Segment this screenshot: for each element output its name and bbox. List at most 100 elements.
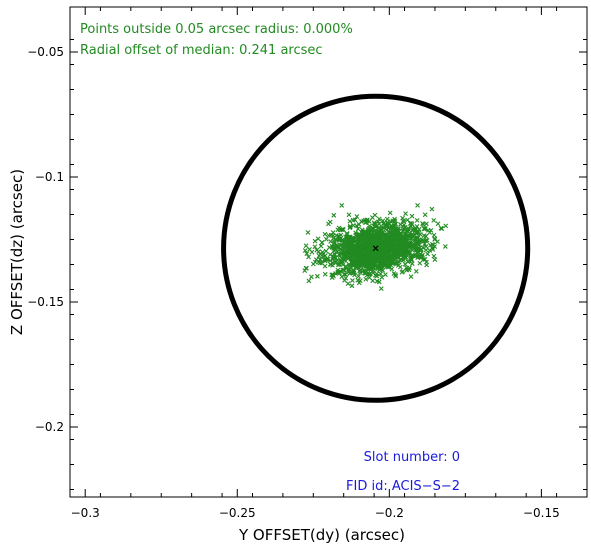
data-point — [367, 275, 372, 281]
data-point — [370, 215, 375, 220]
data-point — [305, 230, 311, 235]
data-point — [409, 213, 415, 219]
data-point — [314, 247, 320, 253]
data-point — [374, 278, 380, 284]
data-point — [394, 246, 400, 252]
data-point — [379, 274, 385, 280]
data-point — [341, 267, 347, 273]
data-point — [361, 268, 367, 273]
y-tick-label: −0.15 — [27, 295, 64, 309]
data-point — [393, 273, 399, 279]
data-point — [384, 232, 390, 238]
data-point — [400, 251, 406, 257]
data-point — [350, 217, 356, 223]
data-point — [343, 250, 348, 256]
data-point — [367, 223, 372, 229]
data-point — [415, 202, 420, 208]
data-point — [435, 221, 441, 227]
data-point — [379, 246, 385, 252]
data-point — [306, 254, 311, 260]
data-point — [361, 218, 366, 224]
data-point — [422, 212, 428, 218]
data-point — [423, 233, 429, 239]
data-point — [422, 225, 427, 231]
y-tick-label: −0.2 — [35, 420, 64, 434]
data-point — [389, 266, 395, 272]
data-point — [442, 244, 448, 249]
data-point — [342, 254, 348, 260]
data-point — [418, 247, 424, 252]
data-point — [335, 270, 341, 275]
data-point — [364, 261, 369, 267]
data-point — [425, 251, 430, 257]
data-point — [363, 276, 369, 282]
data-point — [338, 246, 343, 252]
data-point — [405, 248, 411, 254]
data-point — [309, 274, 314, 280]
data-point — [424, 262, 430, 268]
data-point — [418, 254, 424, 260]
data-point — [326, 233, 332, 238]
data-point — [359, 236, 365, 242]
data-point — [356, 273, 361, 279]
data-point — [387, 210, 393, 216]
data-point — [303, 265, 309, 271]
data-point — [393, 226, 399, 232]
data-point — [429, 206, 435, 212]
data-point — [392, 256, 398, 262]
data-point — [368, 227, 374, 233]
data-point — [350, 278, 355, 283]
data-point — [312, 244, 318, 250]
data-point — [315, 273, 320, 279]
data-point — [400, 255, 406, 261]
data-point — [346, 269, 352, 275]
data-point — [431, 242, 436, 248]
data-point — [349, 283, 355, 289]
data-point — [359, 248, 365, 254]
data-point — [337, 237, 343, 242]
data-point — [383, 246, 389, 252]
data-point — [341, 238, 346, 243]
data-point — [346, 254, 352, 260]
reference-circle — [221, 93, 531, 403]
x-tick-label: −0.2 — [375, 506, 404, 520]
data-point — [375, 239, 380, 245]
data-point — [382, 263, 388, 269]
data-point — [302, 248, 308, 253]
data-point — [405, 233, 410, 239]
x-tick-label: −0.25 — [219, 506, 256, 520]
data-point — [330, 272, 336, 278]
data-point — [375, 244, 381, 250]
data-point — [407, 241, 413, 247]
data-point — [405, 259, 411, 264]
data-point — [315, 236, 321, 242]
data-point — [323, 248, 329, 254]
data-point — [408, 223, 414, 229]
data-point — [316, 259, 321, 265]
data-point — [319, 260, 325, 266]
data-point — [332, 244, 338, 250]
data-point — [303, 243, 309, 249]
data-point — [364, 218, 370, 224]
data-point — [416, 242, 422, 248]
data-point — [392, 231, 398, 237]
data-point — [398, 240, 404, 246]
data-point — [316, 253, 322, 259]
data-point — [366, 266, 372, 272]
data-point — [340, 267, 345, 273]
data-point — [355, 226, 361, 232]
data-point — [351, 263, 357, 269]
data-point — [401, 227, 407, 233]
data-point — [383, 272, 388, 278]
data-point — [427, 230, 433, 235]
data-point — [389, 235, 395, 241]
data-point — [368, 260, 374, 266]
data-point — [414, 250, 420, 255]
data-point — [312, 238, 318, 244]
data-point — [383, 232, 388, 238]
data-point — [431, 253, 437, 259]
data-point — [409, 243, 415, 249]
data-point — [408, 257, 414, 263]
data-point — [354, 223, 359, 229]
data-point — [363, 243, 369, 248]
